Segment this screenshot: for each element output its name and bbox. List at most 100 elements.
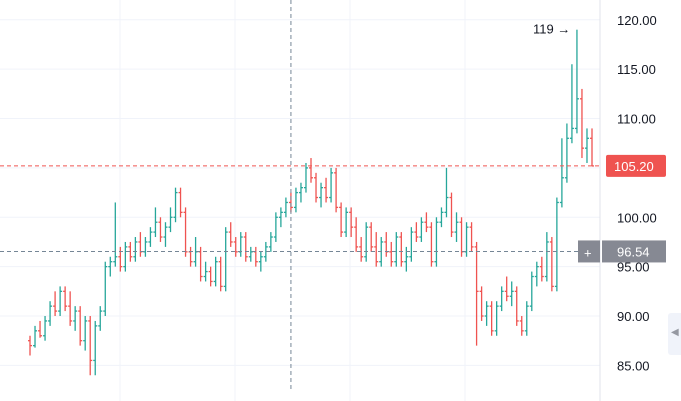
plus-icon[interactable]: + xyxy=(584,245,592,260)
ohlc-bar xyxy=(103,261,108,317)
chevron-left-icon: ◀ xyxy=(671,327,679,338)
ohlc-bar xyxy=(549,237,554,292)
ohlc-bar xyxy=(454,212,459,242)
ohlc-bar xyxy=(228,222,233,247)
ohlc-bar xyxy=(73,306,78,331)
collapse-panel-button[interactable]: ◀ xyxy=(668,313,681,355)
ohlc-bar xyxy=(268,232,273,252)
ohlc-bar xyxy=(469,222,474,252)
ohlc-bar xyxy=(354,217,359,252)
ohlc-bar xyxy=(519,316,524,336)
ohlc-bar xyxy=(309,158,313,183)
last-price-label: 105.20 xyxy=(614,159,654,174)
ohlc-bar xyxy=(590,128,594,167)
ohlc-bar xyxy=(364,222,369,262)
ohlc-bar xyxy=(273,212,278,242)
ohlc-bar xyxy=(53,291,58,317)
ohlc-bar xyxy=(534,261,539,287)
ohlc-bar xyxy=(158,217,163,242)
ohlc-bar xyxy=(38,320,43,338)
ohlc-bar xyxy=(283,197,288,218)
ohlc-bar xyxy=(439,207,444,228)
ohlc-bars xyxy=(28,29,594,376)
y-tick-label-7: 120.00 xyxy=(617,13,657,28)
ohlc-bar xyxy=(404,246,409,272)
ohlc-bar xyxy=(258,251,263,272)
ohlc-bar xyxy=(474,241,479,346)
ohlc-bar xyxy=(484,301,489,326)
ohlc-bar xyxy=(238,232,243,257)
ohlc-bar xyxy=(78,306,83,346)
ohlc-bar xyxy=(579,88,584,159)
ohlc-bar xyxy=(98,306,103,331)
ohlc-bar xyxy=(544,232,549,282)
ohlc-bar xyxy=(574,29,579,134)
ohlc-bar xyxy=(584,128,589,163)
ohlc-bar xyxy=(163,222,168,247)
ohlc-bar xyxy=(349,207,354,238)
ohlc-bar xyxy=(334,167,339,213)
crosshair-price-tag: + 96.54 xyxy=(578,240,666,263)
ohlc-bar xyxy=(188,246,193,267)
ohlc-bar xyxy=(569,64,574,144)
ohlc-bar xyxy=(394,232,399,267)
last-price-tag: 105.20 xyxy=(606,154,666,177)
ohlc-bar xyxy=(564,123,569,183)
ohlc-bar xyxy=(514,286,519,326)
y-tick-label-2: 95.00 xyxy=(617,260,650,275)
ohlc-bar xyxy=(389,241,394,267)
ohlc-bar xyxy=(143,237,148,257)
ohlc-bar xyxy=(293,187,298,213)
ohlc-bar xyxy=(133,237,138,262)
ohlc-bar xyxy=(83,316,88,351)
ohlc-bar xyxy=(409,227,414,262)
ohlc-bar xyxy=(359,237,364,262)
ohlc-bar xyxy=(128,241,133,262)
y-tick-label-0: 85.00 xyxy=(617,358,650,373)
ohlc-bar xyxy=(339,202,344,238)
ohlc-bar xyxy=(253,246,258,267)
ohlc-bar xyxy=(494,301,499,336)
ohlc-bar xyxy=(303,162,308,193)
ohlc-bar xyxy=(324,177,329,203)
ohlc-bar xyxy=(434,217,439,267)
ohlc-bar xyxy=(138,232,143,257)
ohlc-bar xyxy=(298,182,303,203)
y-tick-label-3: 100.00 xyxy=(617,210,657,225)
ohlc-bar xyxy=(43,316,48,341)
ohlc-bar xyxy=(248,246,253,262)
high-annotation: 119 → xyxy=(533,22,570,37)
ohlc-bar xyxy=(449,192,454,238)
ohlc-bar xyxy=(329,167,334,203)
ohlc-bar xyxy=(58,286,63,317)
ohlc-bar xyxy=(539,256,544,282)
ohlc-bar xyxy=(208,266,213,287)
ohlc-bar xyxy=(554,197,559,292)
ohlc-bar xyxy=(33,325,38,348)
ohlc-bar xyxy=(314,172,319,203)
ohlc-bar xyxy=(108,256,113,277)
add-alert-button[interactable] xyxy=(578,240,600,263)
ohlc-bar xyxy=(278,207,283,228)
ohlc-bar xyxy=(263,241,268,262)
ohlc-bar xyxy=(419,217,424,242)
ohlc-bar xyxy=(93,320,98,376)
ohlc-bar xyxy=(173,187,178,223)
ohlc-bar xyxy=(233,237,238,257)
ohlc-bar xyxy=(88,316,93,376)
price-axis: 85.0090.0095.00100.00105.00110.00115.001… xyxy=(617,13,657,374)
y-tick-label-5: 110.00 xyxy=(617,112,656,127)
y-tick-label-1: 90.00 xyxy=(617,309,650,324)
ohlc-bar xyxy=(168,207,173,233)
ohlc-bar xyxy=(344,207,349,238)
ohlc-bar xyxy=(213,256,218,287)
ohlc-bar xyxy=(218,256,223,292)
ohlc-bar xyxy=(223,227,228,292)
ohlc-bar xyxy=(63,286,68,312)
ohlc-bar xyxy=(499,286,504,312)
ohlc-bar xyxy=(369,222,374,252)
ohlc-bar xyxy=(113,202,118,267)
ohlc-bar xyxy=(444,167,449,218)
ohlc-bar xyxy=(489,301,494,336)
